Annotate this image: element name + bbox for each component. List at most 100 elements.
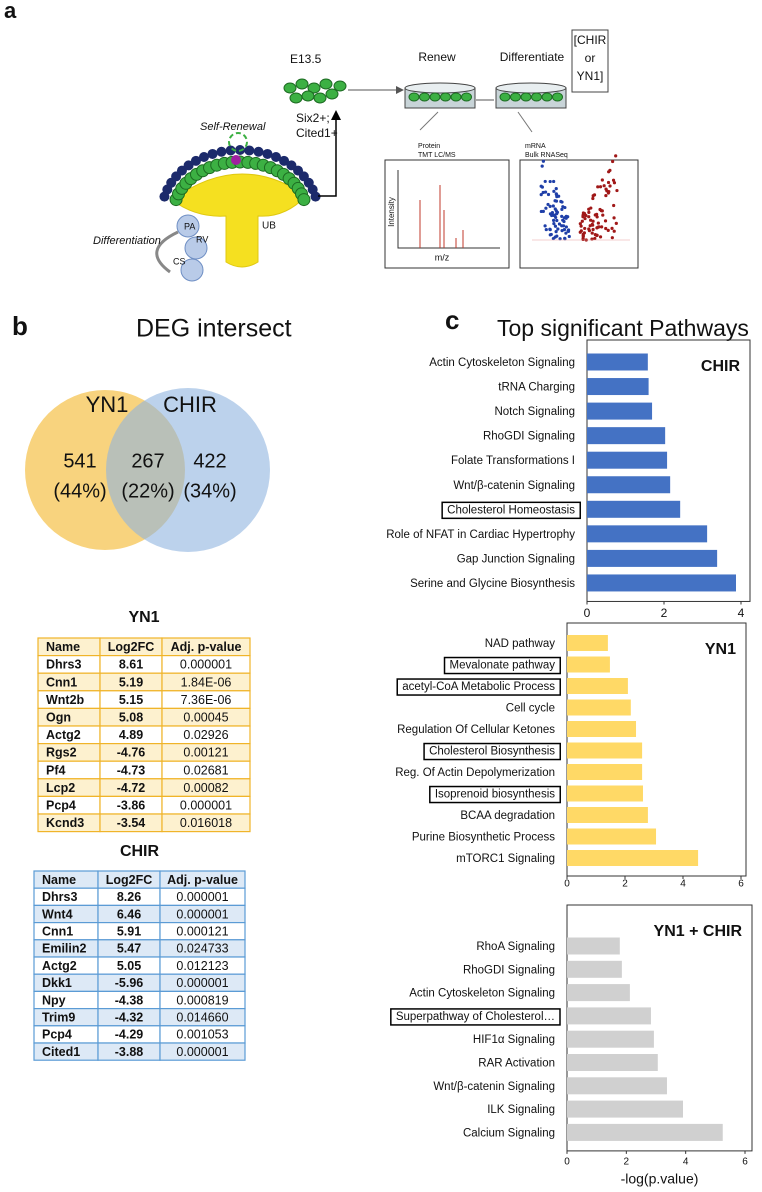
volcano-dot [544,206,548,210]
table-text: 4.89 [119,728,143,742]
volcano-dot [591,227,595,232]
table-text: Name [42,873,76,887]
label: RV [196,234,208,244]
venn-percent: (22%) [121,480,174,502]
volcano-dot [611,178,616,182]
venn-label: YN1 [86,392,129,417]
dish-cell [510,92,521,102]
volcano-dot [610,226,614,230]
ureteric-bud [171,173,307,268]
volcano-dot [560,207,564,211]
table-text: -4.38 [115,993,144,1007]
treatment-box [571,29,609,93]
table-text: Trim9 [42,1010,75,1024]
x-tick-label: 0 [564,1157,570,1168]
arrow [517,111,533,133]
volcano-dot [554,209,558,213]
progenitor-cell [289,92,303,104]
volcano-dot [598,185,603,189]
bar [587,402,653,420]
label: E13.5 [290,52,322,66]
x-tick-label: 0 [584,606,591,620]
progenitor-cell [283,82,297,94]
dish-cell [450,92,462,102]
ms-axes [397,170,500,249]
dish-cell [531,92,542,102]
category-label: Reg. Of Actin Depolymerization [395,767,555,779]
volcano-dot [552,189,556,193]
blue-cell [310,191,321,202]
volcano-dot [598,235,603,239]
volcano-dot [583,226,587,231]
table-text: -4.73 [117,763,146,777]
ms-box [384,159,510,269]
table-text: 5.19 [119,675,143,689]
table-text: 0.00121 [183,746,228,760]
label: Six2+; [296,111,330,125]
table-text: 5.08 [119,710,143,724]
volcano-dot [595,233,599,238]
table-text: Dkk1 [42,976,72,990]
table-text: 8.61 [119,658,143,672]
volcano-dot [612,216,616,220]
volcano-dot [591,196,595,201]
volcano-dot [611,159,615,164]
volcano-dot [587,210,591,215]
bar [587,353,648,371]
dish-cell [408,92,420,102]
bar [567,1123,723,1141]
blue-cell [253,146,264,157]
blue-cell [183,160,194,171]
volcano-dot [541,159,545,163]
volcano-dot [548,228,552,232]
blue-cell [207,148,218,159]
category-label: Cell cycle [506,703,555,715]
venn-percent: (34%) [183,480,236,502]
category-label: Folate Transformations I [451,455,575,467]
table-text: Pcp4 [42,1028,72,1042]
category-label: Purine Biosynthetic Process [412,832,555,844]
venn-count: 541 [63,450,96,472]
progenitor-cell [333,80,347,92]
volcano-dot [563,237,567,241]
category-label: RhoA Signaling [476,941,555,953]
table-text: 0.012123 [176,959,228,973]
table-cell [161,813,251,833]
label: mRNA [525,143,546,150]
category-label: RAR Activation [478,1058,555,1070]
venn-label: CHIR [163,392,217,417]
table-text: -4.76 [117,746,146,760]
bar [587,378,649,396]
volcano-dot [543,224,547,228]
blue-cell [198,152,209,163]
volcano-dot [543,190,548,194]
table-text: 1.84E-06 [181,675,232,689]
table-text: Dhrs3 [42,890,77,904]
volcano-dot [604,226,608,231]
table-text: Pcp4 [46,798,76,812]
progenitor-cell [319,78,333,90]
volcano-dot [593,236,597,241]
bar [567,850,699,866]
volcano-dot [593,213,597,217]
volcano-dot [606,228,610,232]
volcano-dot [554,230,558,234]
volcano-dot [551,218,556,223]
volcano-dot [606,191,611,195]
table-text: Pf4 [46,763,66,777]
volcano-dot [603,219,608,223]
venn-count: 422 [193,450,226,472]
volcano-dot [564,216,568,220]
table-title: CHIR [120,843,160,860]
bar [587,476,671,494]
chart-title: YN1 [705,641,736,658]
bar [587,549,718,567]
label: m/z [435,252,450,262]
table-text: -4.32 [115,1010,144,1024]
volcano-dot [564,225,568,229]
nephron-stage [180,258,204,282]
volcano-dot [561,205,565,209]
dish-cell [499,92,511,102]
table-text: 5.05 [117,959,141,973]
category-label: Regulation Of Cellular Ketones [397,724,555,736]
